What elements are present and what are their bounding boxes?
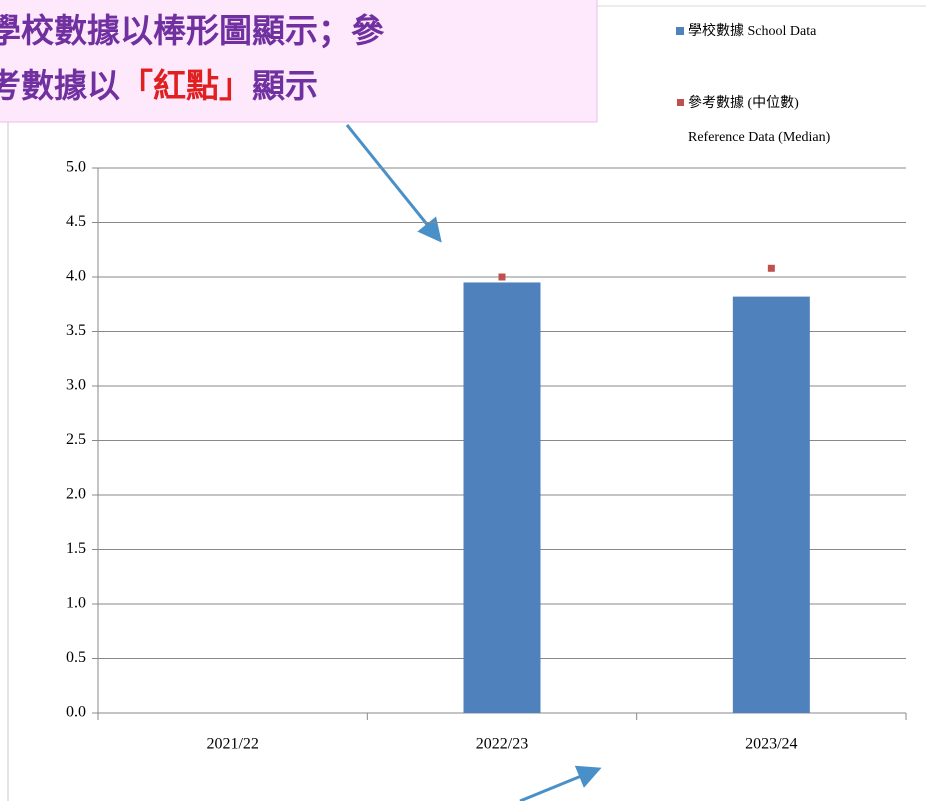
arrow	[519, 765, 602, 801]
annotation-box	[0, 0, 598, 123]
legend-swatch	[677, 99, 684, 106]
bar	[463, 282, 541, 713]
annotation-red: 「紅點」	[120, 66, 252, 105]
x-tick-label: 2023/24	[745, 736, 797, 753]
y-tick-label: 4.5	[66, 213, 86, 230]
reference-dot	[767, 264, 775, 272]
x-tick-label: 2021/22	[206, 736, 258, 753]
bar	[732, 296, 810, 713]
y-tick-label: 1.0	[66, 595, 86, 612]
y-tick-label: 1.5	[66, 540, 86, 557]
arrow	[345, 124, 442, 243]
y-tick-label: 5.0	[66, 159, 86, 176]
y-tick-label: 0.5	[66, 649, 86, 666]
reference-dot	[498, 273, 506, 281]
y-tick-label: 3.0	[66, 377, 86, 394]
y-tick-label: 3.5	[66, 322, 86, 339]
y-tick-label: 0.0	[66, 704, 86, 721]
x-tick-label: 2022/23	[476, 736, 528, 753]
y-tick-label: 4.0	[66, 268, 86, 285]
annotation-part: 考數據以	[0, 66, 120, 105]
y-tick-label: 2.5	[66, 431, 86, 448]
legend-label: 參考數據 (中位數)	[688, 95, 799, 111]
legend-label: Reference Data (Median)	[688, 130, 831, 145]
annotation-line1: 學校數據以棒形圖顯示；參	[0, 11, 385, 50]
y-tick-label: 2.0	[66, 486, 86, 503]
legend-label: 學校數據 School Data	[688, 22, 817, 39]
annotation-part: 顯示	[252, 66, 318, 105]
legend-swatch	[676, 27, 684, 35]
annotation-line2: 考數據以「紅點」顯示	[0, 66, 318, 105]
